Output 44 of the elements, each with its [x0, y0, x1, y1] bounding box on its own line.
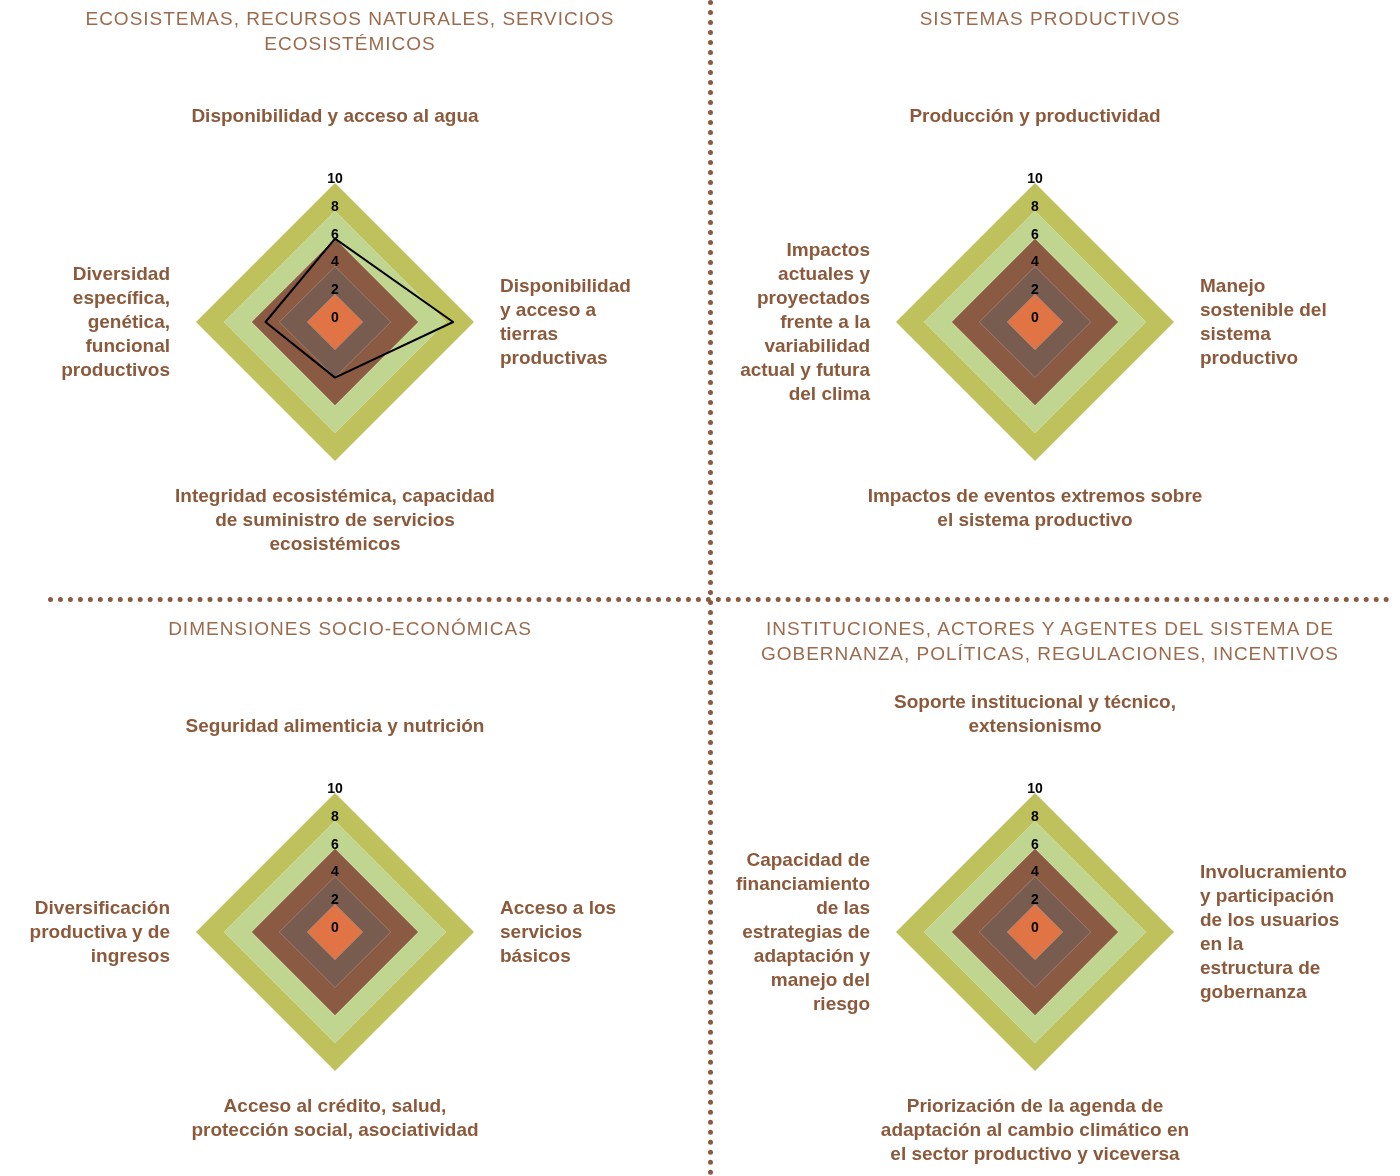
chart-title: INSTITUCIONES, ACTORES Y AGENTES DEL SISTEMA DE GOBERNANZA, POLÍTICAS, REGULACIONES, INCENTIVOS — [759, 617, 1340, 666]
spoke-label: Capacidad de financiamiento de las estrategias de adaptación y manejo del riesgo — [735, 849, 871, 1014]
y-tick-label: 8 — [331, 197, 340, 214]
y-tick-label: 8 — [1031, 197, 1040, 214]
y-tick-label: 0 — [1031, 309, 1040, 325]
y-tick-label: 0 — [331, 919, 340, 935]
y-tick-label: 8 — [1031, 807, 1040, 824]
y-tick-label: 6 — [1031, 225, 1040, 242]
spoke-label: Disponibilidad y acceso a tierras productivas — [500, 275, 631, 368]
spoke-label: Producción y productividad — [909, 105, 1161, 126]
spoke-label: Disponibilidad y acceso al agua — [191, 105, 480, 126]
spoke-label: Acceso a los servicios básicos — [500, 897, 617, 966]
y-tick-label: 10 — [1027, 780, 1043, 796]
y-tick-label: 2 — [1031, 281, 1040, 298]
y-tick-label: 4 — [331, 863, 340, 880]
spoke-label: Soporte institucional y técnico, extensionismo — [894, 691, 1176, 736]
y-tick-label: 2 — [1031, 891, 1040, 908]
y-tick-label: 10 — [1027, 170, 1043, 186]
chart-title: DIMENSIONES SOCIO-ECONÓMICAS — [167, 617, 533, 641]
spoke-label: Impactos de eventos extremos sobre el sistema productivo — [867, 485, 1203, 530]
spoke-label: Impactos actuales y proyectados frente a la variabilidad actual y futura del clima — [740, 239, 871, 404]
y-tick-label: 8 — [331, 807, 340, 824]
y-tick-label: 4 — [1031, 863, 1040, 880]
y-tick-label: 2 — [331, 891, 340, 908]
y-tick-label: 10 — [327, 170, 343, 186]
spoke-label: Priorización de la agenda de adaptación al cambio climático en el sector productivo y viceversa — [880, 1095, 1190, 1164]
y-tick-label: 4 — [1031, 253, 1040, 270]
y-tick-label: 2 — [331, 281, 340, 298]
chart-title: ECOSISTEMAS, RECURSOS NATURALES, SERVICIOS ECOSISTÉMICOS — [84, 7, 616, 56]
y-tick-label: 0 — [1031, 919, 1040, 935]
y-tick-label: 10 — [327, 780, 343, 796]
spoke-label: Diversificación productiva y de ingresos — [29, 897, 170, 966]
y-tick-label: 6 — [1031, 835, 1040, 852]
spoke-label: Diversidad específica, genética, funcional productivos — [61, 263, 170, 380]
spoke-label: Involucramiento y participación de los usuarios en la estructura de gobernanza — [1200, 861, 1347, 1002]
spoke-label: Manejo sostenible del sistema productivo — [1200, 275, 1327, 368]
spoke-label: Acceso al crédito, salud, protección social, asociatividad — [191, 1095, 479, 1140]
spoke-label: Seguridad alimenticia y nutrición — [185, 715, 485, 736]
chart-title: SISTEMAS PRODUCTIVOS — [918, 7, 1182, 31]
y-tick-label: 6 — [331, 225, 340, 242]
spoke-label: Integridad ecosistémica, capacidad de suministro de servicios ecosistémicos — [175, 485, 495, 554]
y-tick-label: 6 — [331, 835, 340, 852]
y-tick-label: 0 — [331, 309, 340, 325]
y-tick-label: 4 — [331, 253, 340, 270]
